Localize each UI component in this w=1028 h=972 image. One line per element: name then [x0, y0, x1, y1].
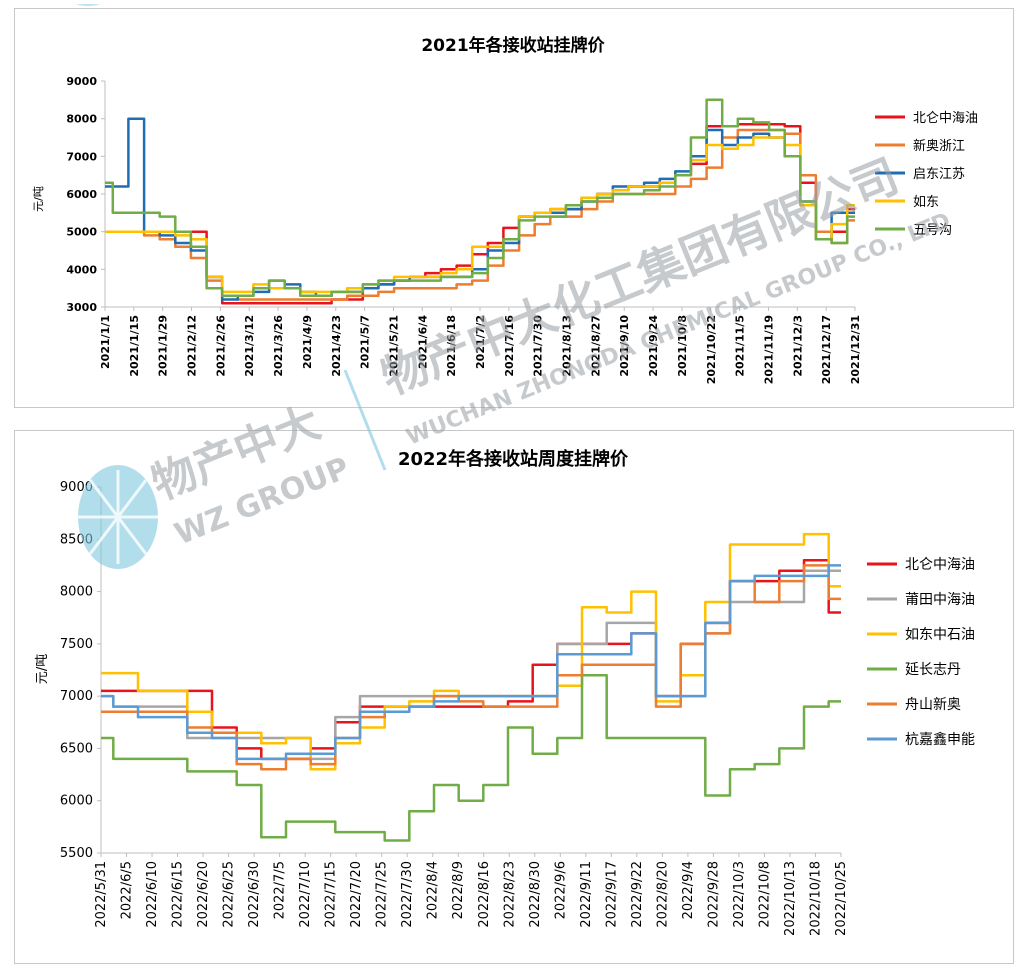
x-tick-label: 2022/9/4	[681, 861, 696, 919]
x-tick-label: 2022/9/22	[630, 861, 645, 928]
series-line	[101, 673, 841, 842]
chart-title: 2022年各接收站周度挂牌价	[398, 448, 629, 470]
x-tick-label: 2021/1/1	[99, 315, 112, 369]
x-tick-label: 2021/7/30	[532, 315, 545, 377]
x-tick-label: 2021/10/22	[705, 315, 718, 384]
x-tick-label: 2022/7/30	[400, 861, 415, 928]
x-tick-label: 2021/12/3	[791, 315, 804, 377]
x-tick-label: 2021/6/4	[416, 315, 429, 369]
x-tick-label: 2022/8/20	[655, 861, 670, 928]
x-tick-label: 2021/4/9	[301, 315, 314, 369]
x-tick-label: 2021/8/27	[589, 315, 602, 377]
legend-label: 如东	[913, 194, 939, 210]
x-tick-label: 2022/8/16	[477, 861, 492, 928]
legend-label: 新奥浙江	[913, 138, 965, 154]
x-tick-label: 2022/7/25	[375, 861, 390, 928]
x-tick-label: 2021/9/24	[647, 315, 660, 377]
x-tick-label: 2021/10/8	[676, 315, 689, 377]
x-tick-label: 2022/6/20	[196, 861, 211, 928]
y-tick-label: 9000	[60, 480, 93, 495]
x-tick-label: 2021/2/12	[186, 315, 199, 377]
x-tick-label: 2022/9/28	[706, 861, 721, 928]
chart-2022-panel: 2022年各接收站周度挂牌价 元/吨 5500 6000 6500 7000 7500 8…	[14, 430, 1014, 964]
x-tick-label: 2022/6/15	[171, 861, 186, 928]
x-tick-label: 2021/12/17	[820, 315, 833, 384]
x-tick-label: 2021/4/23	[330, 315, 343, 377]
x-tick-label: 2021/11/19	[762, 315, 775, 384]
chart-2021-panel: 2021年各接收站挂牌价 元/吨 3000 4000 5000 6000 7000 800…	[14, 8, 1014, 408]
x-tick-label: 2021/12/31	[849, 315, 862, 384]
y-tick-label: 3000	[66, 301, 97, 314]
x-tick-label: 2022/8/4	[426, 861, 441, 919]
x-tick-label: 2022/10/18	[808, 861, 823, 936]
x-tick-label: 2022/7/10	[298, 861, 313, 928]
x-tick-label: 2022/7/15	[324, 861, 339, 928]
y-tick-label: 6500	[60, 741, 93, 756]
x-tick-label: 2021/3/26	[272, 315, 285, 377]
x-tick-label: 2022/10/25	[834, 861, 849, 936]
y-tick-label: 8500	[60, 532, 93, 547]
y-axis-label: 元/吨	[35, 654, 50, 684]
legend-label: 北仑中海油	[905, 557, 975, 573]
x-tick-label: 2021/3/12	[243, 315, 256, 377]
logo-fragment-icon	[76, 4, 100, 7]
y-tick-label: 7000	[66, 150, 97, 163]
legend-label: 启东江苏	[913, 166, 965, 182]
x-tick-label: 2021/8/13	[561, 315, 574, 377]
y-tick-label: 4000	[66, 263, 97, 276]
legend-label: 莆田中海油	[905, 592, 975, 608]
x-tick-label: 2021/7/16	[503, 315, 516, 377]
x-tick-label: 2022/10/13	[783, 861, 798, 936]
legend-label: 五号沟	[913, 223, 952, 238]
chart-2022: 2022年各接收站周度挂牌价 元/吨 5500 6000 6500 7000 7500 8…	[35, 448, 975, 936]
x-tick-label: 2022/8/30	[528, 861, 543, 928]
legend-label: 北仑中海油	[913, 111, 978, 126]
x-tick-label: 2022/10/8	[757, 861, 772, 928]
y-tick-label: 5500	[60, 846, 93, 861]
x-tick-label: 2022/6/5	[120, 861, 135, 919]
x-tick-label: 2021/1/29	[157, 315, 170, 377]
chart-title: 2021年各接收站挂牌价	[421, 35, 605, 56]
series-line	[105, 98, 855, 297]
y-tick-label: 9000	[66, 75, 97, 88]
x-tick-label: 2021/1/15	[128, 315, 141, 377]
y-tick-label: 7000	[60, 689, 93, 704]
y-tick-label: 8000	[66, 113, 97, 126]
chart-2021: 2021年各接收站挂牌价 元/吨 3000 4000 5000 6000 7000 800…	[32, 35, 978, 384]
x-tick-label: 2022/9/6	[553, 861, 568, 919]
x-tick-label: 2022/6/10	[145, 861, 160, 928]
x-tick-label: 2021/11/5	[734, 315, 747, 377]
x-tick-label: 2022/6/25	[222, 861, 237, 928]
x-tick-label: 2021/2/26	[214, 315, 227, 377]
legend-label: 如东中石油	[905, 627, 975, 643]
y-tick-label: 8000	[60, 585, 93, 600]
x-tick-label: 2022/5/31	[94, 861, 109, 928]
y-tick-label: 6000	[66, 188, 97, 201]
x-tick-label: 2021/9/10	[618, 315, 631, 377]
legend-label: 舟山新奥	[905, 696, 961, 713]
legend-label: 延长志丹	[905, 662, 961, 678]
legend-label: 杭嘉鑫申能	[905, 731, 975, 748]
x-tick-label: 2022/9/17	[604, 861, 619, 928]
x-tick-label: 2022/6/30	[247, 861, 262, 928]
x-tick-label: 2021/5/21	[387, 315, 400, 377]
x-tick-label: 2022/7/20	[349, 861, 364, 928]
x-tick-label: 2021/6/18	[445, 315, 458, 377]
y-tick-label: 6000	[60, 794, 93, 809]
x-tick-label: 2022/8/9	[451, 861, 466, 919]
x-tick-label: 2021/5/7	[359, 315, 372, 369]
series-line	[101, 564, 841, 761]
x-tick-label: 2022/10/3	[732, 861, 747, 928]
x-tick-label: 2021/7/2	[474, 315, 487, 369]
x-tick-label: 2022/7/5	[273, 861, 288, 919]
y-tick-label: 5000	[66, 226, 97, 239]
x-tick-label: 2022/8/23	[502, 861, 517, 928]
y-axis-label: 元/吨	[32, 186, 45, 212]
x-tick-label: 2022/9/11	[579, 861, 594, 928]
y-tick-label: 7500	[60, 637, 93, 652]
